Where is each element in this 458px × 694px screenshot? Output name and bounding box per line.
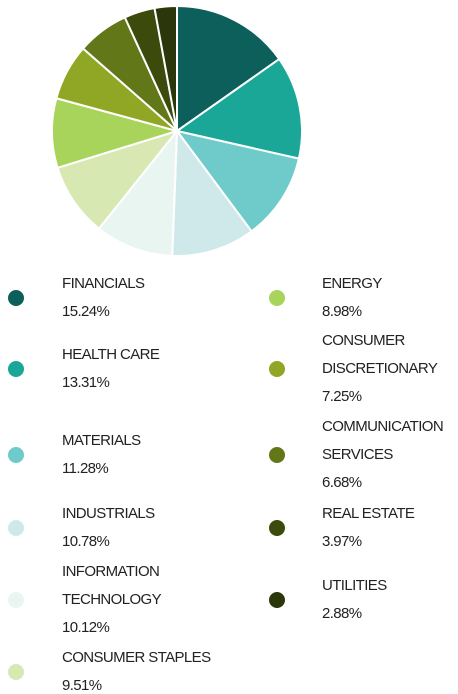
legend-value: 15.24% bbox=[62, 303, 110, 320]
pie-slice bbox=[171, 128, 253, 257]
legend-label: CONSUMER STAPLES bbox=[62, 649, 211, 666]
legend-swatch bbox=[8, 361, 24, 377]
legend-value: 10.78% bbox=[62, 533, 110, 550]
legend-text: INFORMATION TECHNOLOGY 10.12% bbox=[62, 558, 212, 642]
legend-item: HEALTH CARE 13.31% bbox=[8, 341, 212, 397]
legend-value: 3.97% bbox=[322, 533, 362, 550]
legend-label: INFORMATION TECHNOLOGY bbox=[62, 563, 162, 608]
legend-value: 7.25% bbox=[322, 388, 362, 405]
legend-item: MATERIALS 11.28% bbox=[8, 427, 212, 483]
legend-item: FINANCIALS 15.24% bbox=[8, 270, 212, 326]
legend-text: CONSUMER DISCRETIONARY 7.25% bbox=[322, 327, 457, 411]
legend-item: CONSUMER STAPLES 9.51% bbox=[8, 644, 222, 694]
legend-swatch bbox=[8, 664, 24, 680]
legend-swatch bbox=[269, 361, 285, 377]
legend-value: 6.68% bbox=[322, 474, 362, 491]
pie-slice bbox=[97, 128, 179, 257]
legend-item: CONSUMER DISCRETIONARY 7.25% bbox=[269, 327, 457, 411]
legend-item: INDUSTRIALS 10.78% bbox=[8, 500, 212, 556]
pie-slice bbox=[153, 4, 178, 132]
pie-slice bbox=[56, 129, 180, 231]
pie-slice bbox=[174, 129, 301, 233]
pie-slice bbox=[176, 4, 281, 133]
legend-text: UTILITIES 2.88% bbox=[322, 572, 457, 628]
legend-text: FINANCIALS 15.24% bbox=[62, 270, 212, 326]
legend-text: HEALTH CARE 13.31% bbox=[62, 341, 212, 397]
legend-swatch bbox=[269, 520, 285, 536]
legend-swatch bbox=[8, 520, 24, 536]
legend-text: COMMUNICATION SERVICES 6.68% bbox=[322, 413, 457, 497]
legend-text: REAL ESTATE 3.97% bbox=[322, 500, 457, 556]
legend-label: REAL ESTATE bbox=[322, 505, 415, 522]
legend-text: MATERIALS 11.28% bbox=[62, 427, 212, 483]
legend-text: INDUSTRIALS 10.78% bbox=[62, 500, 212, 556]
legend-swatch bbox=[8, 447, 24, 463]
legend-item: ENERGY 8.98% bbox=[269, 270, 457, 326]
legend-swatch bbox=[8, 290, 24, 306]
legend-value: 2.88% bbox=[322, 605, 362, 622]
legend-value: 13.31% bbox=[62, 374, 110, 391]
legend-value: 10.12% bbox=[62, 619, 110, 636]
legend-label: UTILITIES bbox=[322, 577, 387, 594]
legend-value: 11.28% bbox=[62, 460, 109, 477]
legend-swatch bbox=[269, 290, 285, 306]
legend-value: 8.98% bbox=[322, 303, 362, 320]
legend-label: CONSUMER DISCRETIONARY bbox=[322, 332, 438, 377]
legend-swatch bbox=[269, 447, 285, 463]
legend-label: FINANCIALS bbox=[62, 275, 145, 292]
legend-label: INDUSTRIALS bbox=[62, 505, 155, 522]
legend-label: ENERGY bbox=[322, 275, 382, 292]
legend-label: MATERIALS bbox=[62, 432, 141, 449]
legend-value: 9.51% bbox=[62, 677, 102, 694]
pie-slice bbox=[174, 57, 303, 160]
legend-text: CONSUMER STAPLES 9.51% bbox=[62, 644, 222, 694]
legend-label: HEALTH CARE bbox=[62, 346, 160, 363]
legend-item: UTILITIES 2.88% bbox=[269, 572, 457, 628]
legend-swatch bbox=[269, 592, 285, 608]
legend-swatch bbox=[8, 592, 24, 608]
legend-item: COMMUNICATION SERVICES 6.68% bbox=[269, 413, 457, 497]
pie bbox=[51, 4, 303, 257]
legend-item: REAL ESTATE 3.97% bbox=[269, 500, 457, 556]
legend-label: COMMUNICATION SERVICES bbox=[322, 418, 444, 463]
legend-text: ENERGY 8.98% bbox=[322, 270, 457, 326]
legend-item: INFORMATION TECHNOLOGY 10.12% bbox=[8, 558, 212, 642]
